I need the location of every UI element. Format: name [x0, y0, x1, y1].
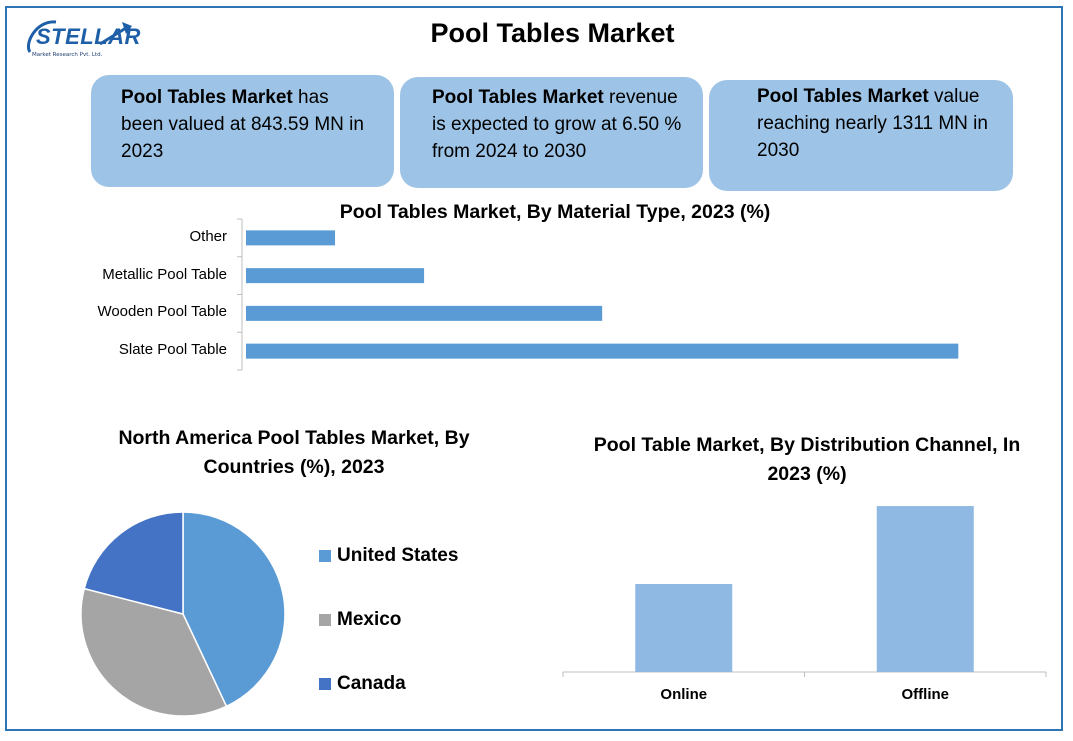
legend-label: United States: [337, 545, 459, 566]
page-title: Pool Tables Market: [430, 18, 675, 48]
channel-bar: [876, 506, 974, 672]
card-bold: Pool Tables Market: [121, 87, 293, 108]
material-bar: [246, 343, 959, 359]
legend-item: United States: [319, 545, 458, 567]
channel-bar: [635, 584, 733, 672]
material-category-label: Other: [189, 227, 227, 245]
info-card-forecast: Pool Tables Market value reaching nearly…: [709, 80, 1013, 191]
stellar-logo: [22, 14, 137, 64]
pie-slice: [83, 511, 184, 615]
pie-slice: [182, 511, 286, 708]
logo-mark-icon: [27, 20, 132, 53]
card-text: value reaching nearly 1311 MN in 2030: [757, 86, 988, 161]
channel-category-label: Offline: [901, 686, 950, 703]
legend-label: Mexico: [337, 609, 402, 630]
card-text: has been valued at 843.59 MN in 2023: [121, 87, 364, 162]
material-chart-title: Pool Tables Market, By Material Type, 20…: [339, 201, 771, 223]
logo-name: STELLAR: [36, 24, 141, 49]
material-category-label: Metallic Pool Table: [102, 265, 227, 283]
pie-slice: [80, 587, 228, 717]
logo-subtitle: Market Research Pvt. Ltd.: [32, 52, 103, 58]
legend-label: Canada: [337, 673, 406, 694]
material-bar: [246, 230, 336, 246]
channel-category-label: Online: [660, 686, 708, 703]
info-card-valuation: Pool Tables Market has been valued at 84…: [91, 75, 394, 187]
material-category-label: Wooden Pool Table: [97, 303, 227, 321]
countries-chart-title: North America Pool Tables Market, By Cou…: [100, 424, 488, 482]
legend-item: Canada: [319, 673, 406, 695]
legend-swatch: [319, 678, 331, 690]
card-bold: Pool Tables Market: [757, 86, 929, 107]
legend-swatch: [319, 614, 331, 626]
infographic-frame: [5, 6, 1063, 731]
channel-chart-title: Pool Table Market, By Distribution Chann…: [578, 431, 1036, 489]
material-category-label: Slate Pool Table: [118, 341, 227, 359]
material-bar: [246, 305, 603, 321]
card-text: revenue is expected to grow at 6.50 % fr…: [432, 87, 682, 162]
legend-swatch: [319, 550, 331, 562]
card-bold: Pool Tables Market: [432, 87, 604, 108]
countries-chart-title-text: North America Pool Tables Market, By Cou…: [118, 427, 470, 478]
material-bar: [246, 268, 425, 284]
legend-item: Mexico: [319, 609, 401, 631]
channel-chart-title-text: Pool Table Market, By Distribution Chann…: [593, 434, 1021, 485]
info-card-growth: Pool Tables Market revenue is expected t…: [400, 77, 703, 188]
